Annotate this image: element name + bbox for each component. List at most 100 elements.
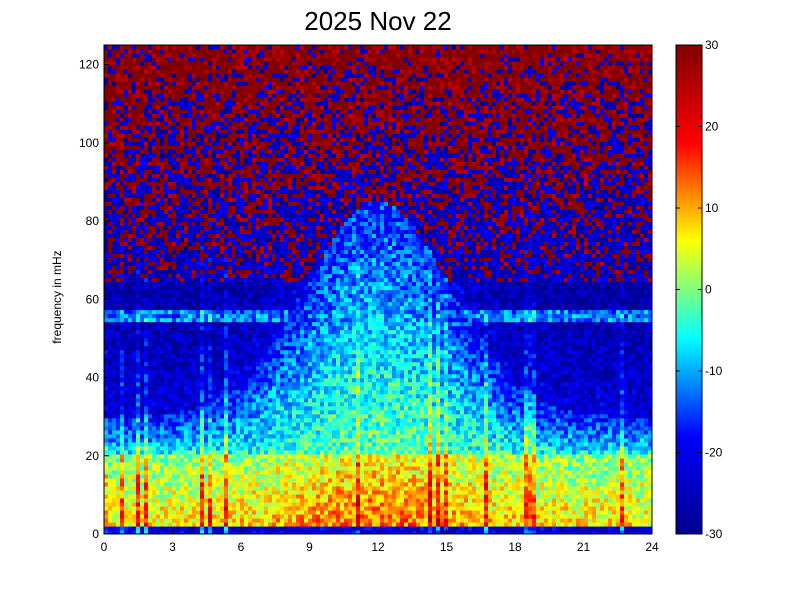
heatmap-cell bbox=[216, 357, 221, 363]
heatmap-cell bbox=[176, 417, 181, 423]
heatmap-cell bbox=[264, 205, 269, 210]
heatmap-cell bbox=[104, 393, 109, 399]
heatmap-cell bbox=[232, 217, 237, 222]
heatmap-cell bbox=[208, 321, 213, 327]
heatmap-cell bbox=[188, 313, 193, 319]
heatmap-cell bbox=[172, 517, 177, 523]
heatmap-cell bbox=[152, 293, 157, 299]
heatmap-cell bbox=[256, 289, 261, 295]
heatmap-cell bbox=[108, 89, 113, 94]
heatmap-cell bbox=[116, 261, 121, 267]
heatmap-cell bbox=[256, 465, 261, 471]
heatmap-cell bbox=[172, 161, 177, 166]
heatmap-cell bbox=[148, 521, 153, 527]
heatmap-cell bbox=[216, 437, 221, 443]
heatmap-cell bbox=[224, 193, 229, 198]
heatmap-cell bbox=[244, 441, 249, 447]
heatmap-cell bbox=[244, 521, 249, 527]
heatmap-cell bbox=[216, 425, 221, 431]
heatmap-cell bbox=[196, 509, 201, 515]
heatmap-cell bbox=[176, 301, 181, 307]
heatmap-cell bbox=[164, 369, 169, 375]
heatmap-cell bbox=[224, 137, 229, 142]
heatmap-cell bbox=[232, 73, 237, 78]
heatmap-cell bbox=[196, 449, 201, 455]
heatmap-cell bbox=[108, 425, 113, 431]
heatmap-cell bbox=[172, 249, 177, 255]
heatmap-cell bbox=[248, 417, 253, 423]
heatmap-cell bbox=[248, 265, 253, 271]
heatmap-cell bbox=[260, 325, 265, 331]
heatmap-cell bbox=[120, 337, 125, 343]
heatmap-cell bbox=[252, 185, 257, 190]
heatmap-cell bbox=[128, 225, 133, 230]
heatmap-cell bbox=[152, 341, 157, 347]
heatmap-cell bbox=[252, 485, 257, 491]
heatmap-cell bbox=[156, 341, 161, 347]
heatmap-cell bbox=[240, 361, 245, 367]
heatmap-cell bbox=[116, 237, 121, 242]
heatmap-cell bbox=[216, 277, 221, 283]
heatmap-cell bbox=[216, 185, 221, 190]
heatmap-cell bbox=[108, 193, 113, 198]
heatmap-cell bbox=[132, 121, 137, 126]
heatmap-cell bbox=[232, 505, 237, 511]
heatmap-cell bbox=[232, 177, 237, 182]
heatmap-cell bbox=[108, 413, 113, 419]
heatmap-cell bbox=[164, 185, 169, 190]
heatmap-cell bbox=[156, 153, 161, 158]
heatmap-cell bbox=[164, 397, 169, 403]
heatmap-cell bbox=[120, 517, 125, 523]
heatmap-cell bbox=[204, 97, 209, 102]
heatmap-cell bbox=[196, 437, 201, 443]
heatmap-cell bbox=[152, 161, 157, 166]
heatmap-cell bbox=[240, 65, 245, 70]
heatmap-cell bbox=[216, 453, 221, 459]
heatmap-cell bbox=[236, 465, 241, 471]
heatmap-cell bbox=[228, 205, 233, 210]
heatmap-cell bbox=[264, 169, 269, 174]
heatmap-cell bbox=[112, 385, 117, 391]
heatmap-cell bbox=[172, 357, 177, 363]
heatmap-cell bbox=[236, 437, 241, 443]
heatmap-cell bbox=[180, 165, 185, 170]
heatmap-cell bbox=[188, 481, 193, 487]
heatmap-cell bbox=[108, 521, 113, 527]
heatmap-cell bbox=[120, 169, 125, 174]
heatmap-cell bbox=[256, 265, 261, 271]
heatmap-cell bbox=[152, 217, 157, 222]
heatmap-cell bbox=[180, 253, 185, 259]
heatmap-cell bbox=[124, 177, 129, 182]
heatmap-cell bbox=[136, 185, 141, 190]
heatmap-cell bbox=[140, 217, 145, 222]
heatmap-cell bbox=[224, 265, 229, 271]
heatmap-cell bbox=[172, 289, 177, 295]
heatmap-cell bbox=[184, 181, 189, 186]
heatmap-cell bbox=[176, 257, 181, 263]
heatmap-cell bbox=[148, 433, 153, 439]
heatmap-cell bbox=[156, 417, 161, 423]
heatmap-cell bbox=[156, 349, 161, 355]
heatmap-cell bbox=[252, 197, 257, 202]
heatmap-cell bbox=[232, 529, 237, 534]
heatmap-cell bbox=[192, 205, 197, 210]
heatmap-cell bbox=[252, 121, 257, 126]
heatmap-cell bbox=[168, 493, 173, 499]
heatmap-cell bbox=[104, 309, 109, 315]
heatmap-cell bbox=[108, 229, 113, 234]
heatmap-cell bbox=[208, 61, 213, 66]
heatmap-cell bbox=[112, 377, 117, 383]
heatmap-cell bbox=[156, 517, 161, 523]
heatmap-cell bbox=[204, 181, 209, 186]
heatmap-cell bbox=[200, 129, 205, 134]
heatmap-cell bbox=[200, 245, 205, 251]
heatmap-cell bbox=[172, 193, 177, 198]
heatmap-cell bbox=[192, 77, 197, 82]
heatmap-cell bbox=[156, 489, 161, 495]
heatmap-cell bbox=[160, 333, 165, 339]
heatmap-cell bbox=[120, 225, 125, 230]
heatmap-cell bbox=[208, 489, 213, 495]
heatmap-cell bbox=[140, 385, 145, 391]
heatmap-cell bbox=[260, 357, 265, 363]
heatmap-cell bbox=[148, 393, 153, 399]
